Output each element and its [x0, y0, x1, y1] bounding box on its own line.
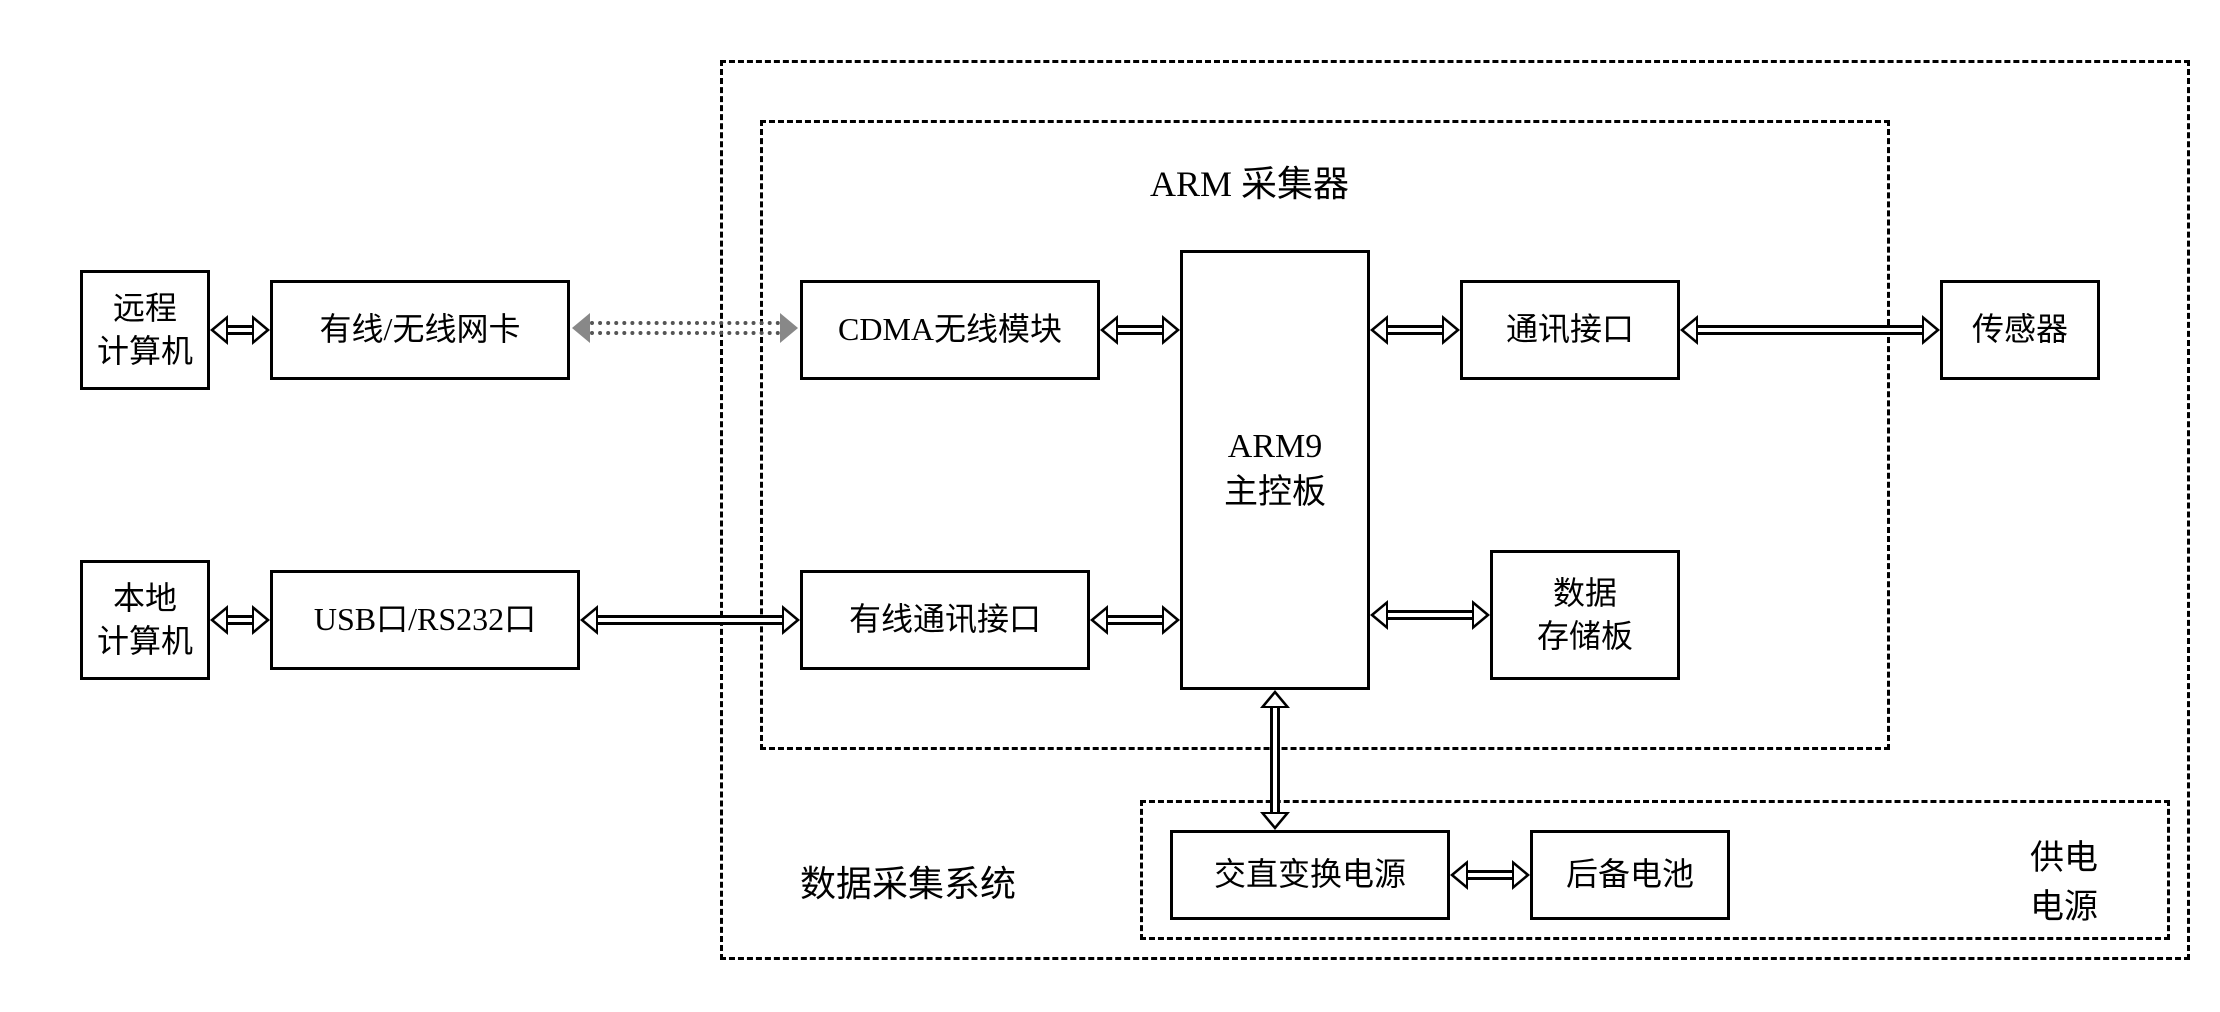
arrow-wired-arm9: [1090, 605, 1180, 635]
box-label: CDMA无线模块: [838, 308, 1062, 351]
box-usb-rs232: USB口/RS232口: [270, 570, 580, 670]
arrow-arm9-commif: [1370, 315, 1460, 345]
label-data-system: 数据采集系统: [800, 855, 1016, 907]
arrow-commif-sensor: [1680, 315, 1940, 345]
box-label: ARM9主控板: [1224, 424, 1326, 516]
label-power-supply: 供电电源: [2030, 830, 2098, 928]
box-label: 通讯接口: [1506, 308, 1634, 351]
diagram-canvas: 远程计算机 有线/无线网卡 本地计算机 USB口/RS232口 CDMA无线模块…: [0, 0, 2220, 1012]
arrow-netcard-cdma-dotted: [570, 313, 800, 343]
box-battery: 后备电池: [1530, 830, 1730, 920]
box-storage: 数据存储板: [1490, 550, 1680, 680]
box-label: 有线通讯接口: [849, 598, 1041, 641]
box-label: 数据存储板: [1537, 572, 1633, 658]
box-arm9: ARM9主控板: [1180, 250, 1370, 690]
box-label: 传感器: [1972, 308, 2068, 351]
arrow-arm9-power: [1260, 690, 1290, 830]
box-cdma: CDMA无线模块: [800, 280, 1100, 380]
label-arm-collector: ARM 采集器: [1150, 155, 1349, 207]
box-label: 交直变换电源: [1214, 853, 1406, 896]
box-wired-if: 有线通讯接口: [800, 570, 1090, 670]
box-label: USB口/RS232口: [314, 598, 536, 641]
arrow-cdma-arm9: [1100, 315, 1180, 345]
box-label: 远程计算机: [97, 287, 193, 373]
box-acdc: 交直变换电源: [1170, 830, 1450, 920]
arrow-usb-wired: [580, 605, 800, 635]
box-netcard: 有线/无线网卡: [270, 280, 570, 380]
box-sensor: 传感器: [1940, 280, 2100, 380]
arrow-acdc-battery: [1450, 860, 1530, 890]
box-local-pc: 本地计算机: [80, 560, 210, 680]
arrow-arm9-storage: [1370, 600, 1490, 630]
arrow-local-usb: [210, 605, 270, 635]
box-label: 本地计算机: [97, 577, 193, 663]
box-label: 有线/无线网卡: [320, 308, 521, 351]
box-comm-if: 通讯接口: [1460, 280, 1680, 380]
box-label: 后备电池: [1566, 853, 1694, 896]
box-remote-pc: 远程计算机: [80, 270, 210, 390]
arrow-remote-netcard: [210, 315, 270, 345]
